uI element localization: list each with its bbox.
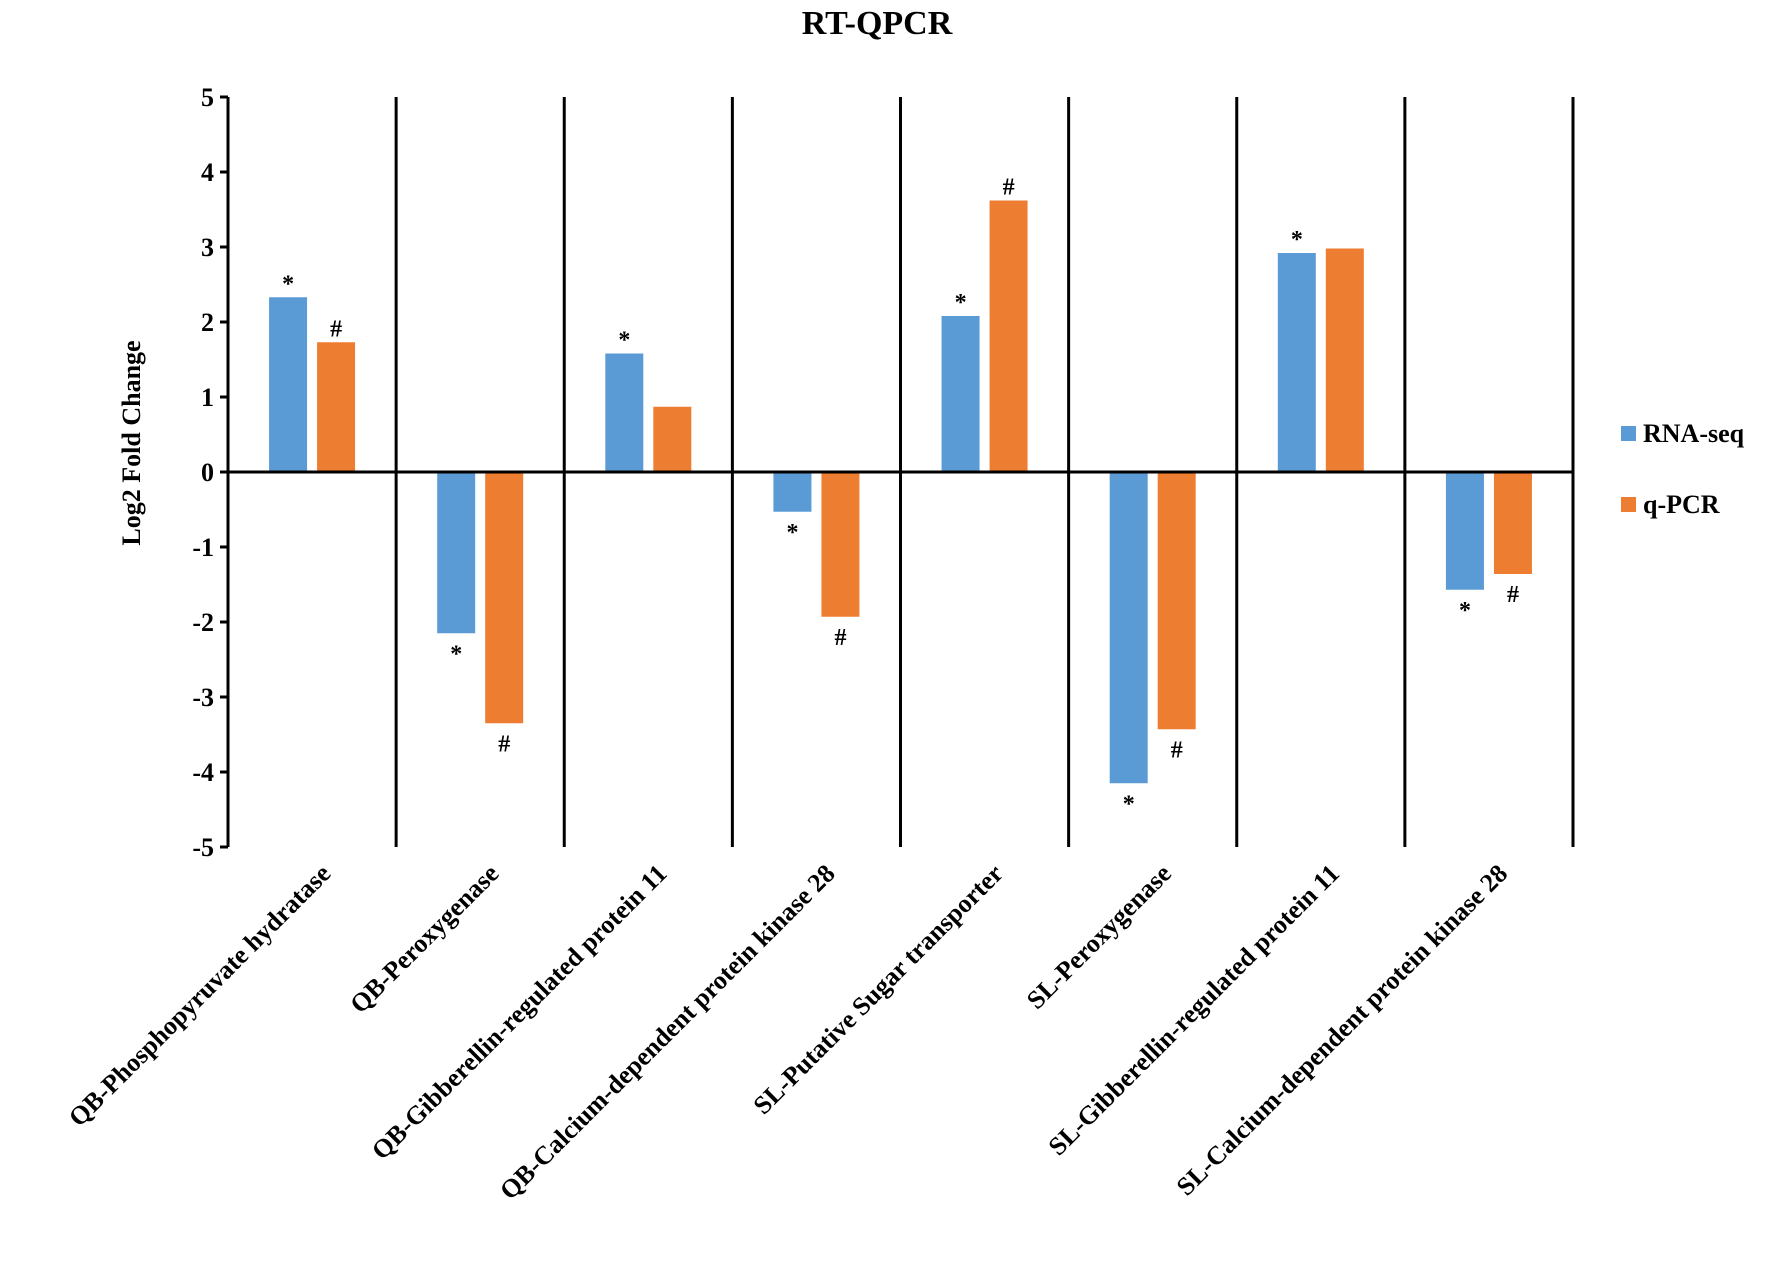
y-tick-label: 5 bbox=[201, 83, 214, 112]
y-tick-label: -1 bbox=[192, 533, 214, 562]
significance-marker: * bbox=[786, 520, 798, 546]
bar-q-pcr bbox=[317, 342, 356, 472]
x-tick-label: QB-Peroxygenase bbox=[344, 859, 504, 1019]
y-tick-label: -5 bbox=[192, 833, 214, 862]
significance-marker: * bbox=[1123, 791, 1135, 817]
significance-marker: # bbox=[1003, 175, 1015, 201]
bar-rna-seq bbox=[269, 297, 308, 472]
significance-marker: * bbox=[282, 271, 294, 297]
y-tick-label: 0 bbox=[201, 458, 214, 487]
x-tick-label: QB-Phosphopyruvate hydratase bbox=[63, 859, 336, 1132]
y-tick-label: 4 bbox=[201, 158, 214, 187]
y-tick-label: -4 bbox=[192, 758, 214, 787]
significance-marker: # bbox=[498, 731, 510, 757]
bar-q-pcr bbox=[485, 472, 524, 724]
y-tick-label: -2 bbox=[192, 608, 214, 637]
legend: RNA-seq q-PCR bbox=[1621, 419, 1745, 519]
x-tick-label: SL-Peroxygenase bbox=[1021, 859, 1177, 1015]
significance-marker: * bbox=[450, 641, 462, 667]
significance-marker: # bbox=[1171, 737, 1183, 763]
bar-rna-seq bbox=[773, 472, 812, 512]
x-tick-label: SL-Calcium-dependent protein kinase 28 bbox=[1171, 859, 1513, 1201]
bar-rna-seq bbox=[1109, 472, 1148, 784]
x-tick-label: QB-Gibberellin-regulated protein 11 bbox=[366, 859, 673, 1166]
significance-marker: * bbox=[1291, 227, 1303, 253]
bar-rna-seq bbox=[605, 353, 644, 472]
bar-q-pcr bbox=[1157, 472, 1196, 730]
significance-marker: # bbox=[1507, 582, 1519, 608]
bar-q-pcr bbox=[1325, 248, 1364, 472]
legend-label: q-PCR bbox=[1643, 490, 1720, 519]
bar-q-pcr bbox=[653, 406, 692, 472]
y-tick-label: -3 bbox=[192, 683, 214, 712]
bar-rna-seq bbox=[1445, 472, 1484, 590]
bar-q-pcr bbox=[989, 200, 1028, 472]
x-tick-label: QB-Calcium-dependent protein kinase 28 bbox=[494, 859, 841, 1206]
significance-marker: * bbox=[618, 328, 630, 354]
y-tick-label: 1 bbox=[201, 383, 214, 412]
chart-title: RT-QPCR bbox=[802, 5, 953, 42]
bar-q-pcr bbox=[821, 472, 860, 617]
significance-marker: # bbox=[834, 625, 846, 651]
bar-rna-seq bbox=[1277, 253, 1316, 472]
x-tick-label: SL-Gibberellin-regulated protein 11 bbox=[1043, 859, 1345, 1161]
legend-swatch bbox=[1621, 497, 1636, 512]
y-axis-label: Log2 Fold Change bbox=[117, 340, 146, 545]
legend-swatch bbox=[1621, 426, 1636, 441]
legend-label: RNA-seq bbox=[1643, 419, 1745, 448]
significance-marker: * bbox=[955, 290, 967, 316]
y-tick-label: 2 bbox=[201, 308, 214, 337]
plot-area: 5 4 3 2 1 0 -1 -2 -3 -4 -5 * * * * * * * * # # # # # # QB-Phospho… bbox=[63, 83, 1575, 1206]
bar-rna-seq bbox=[437, 472, 476, 634]
significance-marker: # bbox=[330, 316, 342, 342]
y-tick-label: 3 bbox=[201, 233, 214, 262]
bar-rna-seq bbox=[941, 316, 980, 472]
bar-q-pcr bbox=[1493, 472, 1532, 574]
significance-marker: * bbox=[1459, 598, 1471, 624]
